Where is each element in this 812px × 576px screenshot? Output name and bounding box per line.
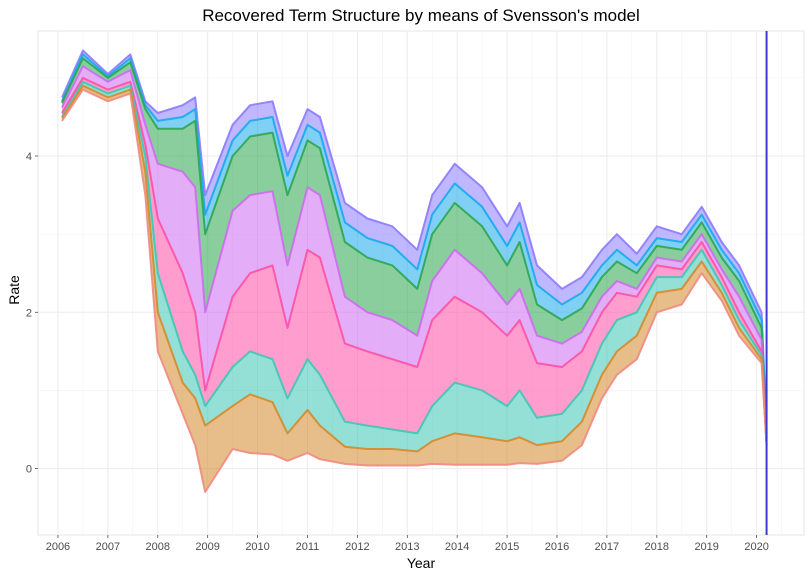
- x-tick-label: 2012: [345, 541, 369, 553]
- x-axis-title: Year: [407, 555, 436, 571]
- x-tick-label: 2010: [245, 541, 269, 553]
- y-tick-label: 2: [26, 307, 32, 319]
- x-tick-label: 2016: [545, 541, 569, 553]
- y-axis-title: Rate: [6, 275, 22, 305]
- y-tick-label: 0: [26, 464, 32, 476]
- x-tick-label: 2019: [694, 541, 718, 553]
- series-line: [61, 57, 768, 438]
- series-line: [61, 88, 768, 493]
- x-tick-label: 2006: [46, 541, 70, 553]
- series-line: [61, 80, 768, 446]
- x-tick-label: 2017: [595, 541, 619, 553]
- x-tick-label: 2020: [744, 541, 768, 553]
- x-tick-label: 2009: [195, 541, 219, 553]
- x-tick-label: 2013: [395, 541, 419, 553]
- tick-labels: 2006 2007 2008 2009 2010 2011 2012 2013 2014 2015…: [26, 151, 769, 553]
- series-layer: [61, 49, 768, 493]
- x-tick-label: 2011: [296, 541, 320, 553]
- series-line: [61, 84, 768, 453]
- series-line: [61, 49, 768, 430]
- series-band: [62, 77, 767, 446]
- y-tick-label: 4: [26, 151, 32, 163]
- x-tick-label: 2015: [495, 541, 519, 553]
- series-line: [61, 65, 768, 442]
- series-band: [62, 58, 767, 442]
- x-tick-label: 2014: [445, 541, 469, 553]
- x-tick-label: 2008: [146, 541, 170, 553]
- x-tick-label: 2007: [96, 541, 120, 553]
- series-line: [61, 53, 768, 434]
- x-tick-label: 2018: [645, 541, 669, 553]
- series-line: [61, 76, 768, 446]
- chart-title: Recovered Term Structure by means of Sve…: [202, 6, 640, 25]
